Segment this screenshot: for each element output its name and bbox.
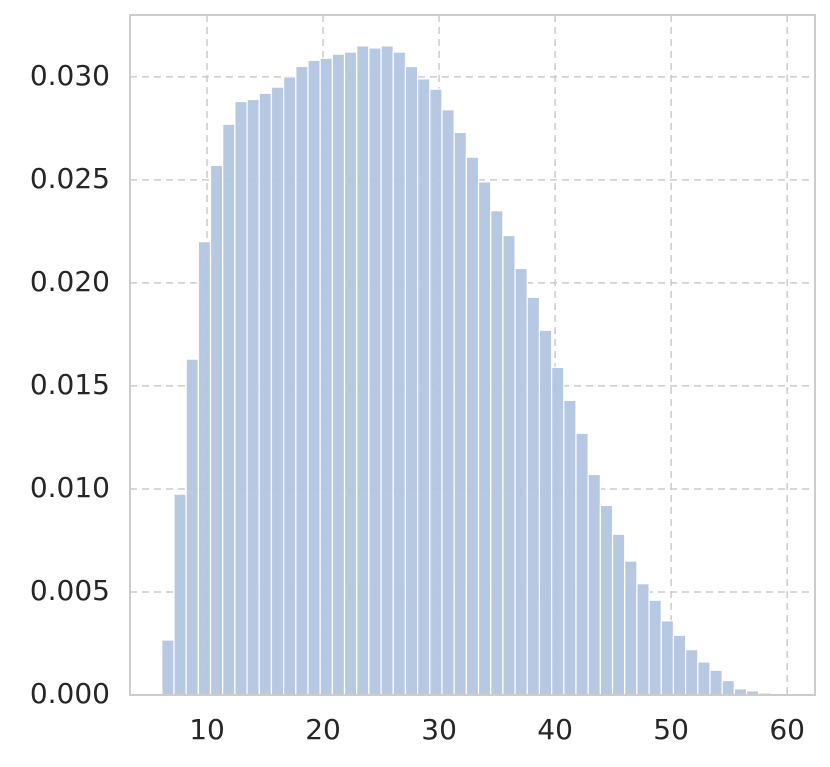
bar — [258, 92, 273, 696]
x-tick-label: 10 — [189, 713, 225, 746]
bar — [234, 100, 248, 696]
bar — [295, 65, 309, 696]
y-tick-label: 0.020 — [30, 265, 110, 298]
bar — [380, 45, 394, 696]
bar — [453, 131, 467, 696]
bar — [599, 504, 614, 696]
bar — [660, 620, 675, 696]
bar — [490, 210, 504, 696]
y-tick-label: 0.030 — [30, 59, 110, 92]
bar — [575, 432, 589, 696]
bar — [465, 156, 480, 696]
bar — [356, 45, 370, 696]
bar — [417, 78, 431, 696]
bar — [648, 599, 662, 696]
bar — [587, 473, 601, 696]
bar — [283, 76, 297, 696]
bar — [392, 51, 407, 696]
bar — [404, 65, 419, 696]
bar — [270, 86, 285, 696]
bar — [197, 241, 212, 696]
bar — [697, 661, 711, 696]
bar — [161, 639, 175, 696]
bar — [636, 583, 650, 696]
bar — [368, 47, 382, 696]
y-tick-label: 0.000 — [30, 677, 110, 710]
bar — [502, 234, 516, 696]
bar — [721, 679, 735, 696]
bar — [307, 59, 321, 696]
x-tick-label: 60 — [769, 713, 805, 746]
y-tick-label: 0.015 — [30, 368, 110, 401]
bar — [672, 634, 687, 696]
bar — [624, 560, 638, 696]
bar — [246, 98, 260, 696]
bar — [319, 57, 333, 696]
bar — [709, 669, 723, 696]
bar — [429, 88, 443, 696]
bar — [526, 296, 541, 696]
bar — [173, 493, 187, 696]
x-tick-label: 30 — [421, 713, 457, 746]
bar — [538, 329, 553, 696]
plot-frame — [129, 14, 816, 696]
y-tick-label: 0.005 — [30, 574, 110, 607]
y-tick-label: 0.025 — [30, 162, 110, 195]
bar — [441, 109, 455, 696]
x-tick-label: 20 — [305, 713, 341, 746]
bar — [222, 123, 236, 696]
bar — [343, 51, 358, 696]
bar — [611, 533, 626, 696]
bar — [185, 358, 199, 696]
bar — [551, 366, 565, 696]
bar — [563, 399, 577, 696]
x-tick-label: 40 — [537, 713, 573, 746]
bar — [514, 267, 528, 696]
bar — [209, 164, 224, 696]
bar — [331, 53, 346, 696]
y-tick-label: 0.010 — [30, 471, 110, 504]
bar — [477, 181, 492, 696]
bar — [685, 649, 699, 696]
x-tick-label: 50 — [653, 713, 689, 746]
